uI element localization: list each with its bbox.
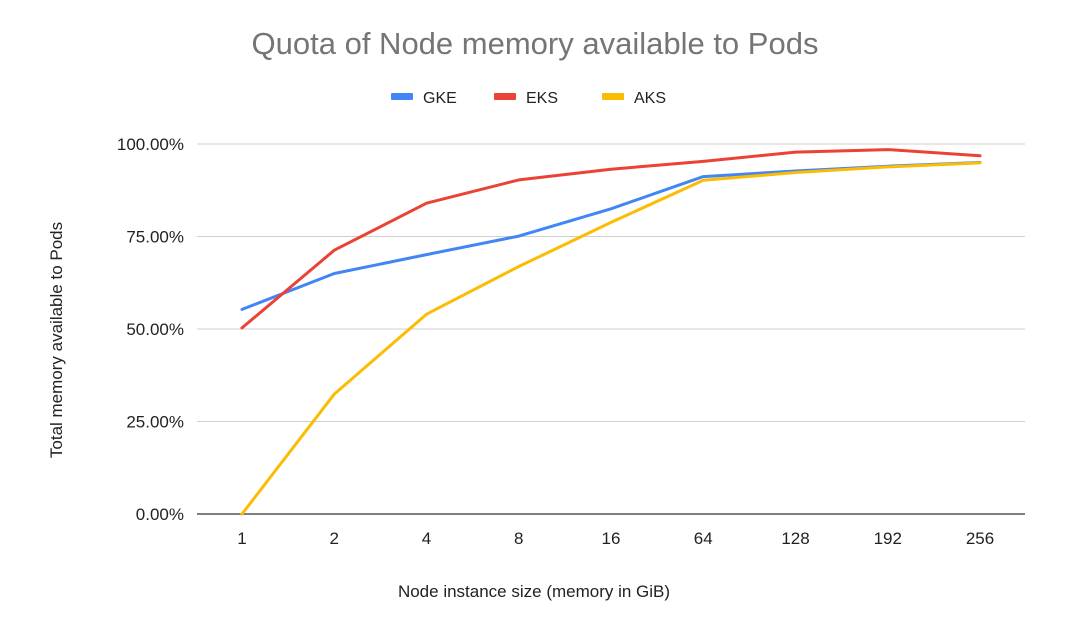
x-tick-label-7: 192 xyxy=(874,529,902,548)
chart-title: Quota of Node memory available to Pods xyxy=(252,26,819,61)
series-line-gke xyxy=(240,161,982,311)
x-tick-label-2: 4 xyxy=(422,529,431,548)
y-tick-label-1: 25.00% xyxy=(126,413,184,432)
y-axis-label: Total memory available to Pods xyxy=(47,222,66,458)
y-tick-label-0: 0.00% xyxy=(136,505,184,524)
x-axis-label: Node instance size (memory in GiB) xyxy=(398,582,670,601)
x-tick-label-4: 16 xyxy=(602,529,621,548)
legend: GKE EKS AKS xyxy=(391,90,666,107)
x-tick-label-6: 128 xyxy=(781,529,809,548)
legend-label-gke: GKE xyxy=(423,90,457,107)
gridlines xyxy=(197,143,1025,515)
x-tick-label-0: 1 xyxy=(237,529,246,548)
legend-swatch-gke xyxy=(391,93,413,100)
y-tick-label-2: 50.00% xyxy=(126,320,184,339)
series-line-eks xyxy=(240,148,982,330)
series-lines xyxy=(240,148,982,516)
y-tick-label-3: 75.00% xyxy=(126,228,184,247)
legend-label-eks: EKS xyxy=(526,90,558,107)
y-tick-label-4: 100.00% xyxy=(117,135,184,154)
series-line-aks xyxy=(240,161,982,516)
x-tick-label-5: 64 xyxy=(694,529,713,548)
x-axis-ticks: 1 2 4 8 16 64 128 192 256 xyxy=(237,529,994,548)
legend-swatch-aks xyxy=(602,93,624,100)
x-tick-label-8: 256 xyxy=(966,529,994,548)
legend-swatch-eks xyxy=(494,93,516,100)
x-tick-label-3: 8 xyxy=(514,529,523,548)
legend-label-aks: AKS xyxy=(634,90,666,107)
x-tick-label-1: 2 xyxy=(330,529,339,548)
y-axis-ticks: 0.00% 25.00% 50.00% 75.00% 100.00% xyxy=(117,135,184,524)
